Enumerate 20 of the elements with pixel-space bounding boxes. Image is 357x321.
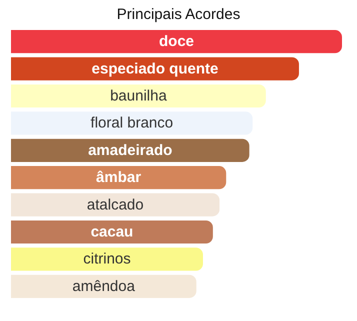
y-tick-label: citrinos (83, 250, 131, 268)
y-tick-label: especiado quente (92, 60, 218, 78)
bar (11, 57, 299, 80)
bar (11, 30, 342, 54)
bar (11, 84, 266, 108)
bar (11, 220, 213, 244)
y-tick-label: âmbar (96, 169, 142, 186)
bar (11, 166, 226, 190)
bar (11, 274, 196, 298)
y-tick-label: atalcado (86, 196, 144, 214)
y-tick-label: cacau (90, 224, 134, 240)
chart-title: Principais Acordes (116, 6, 240, 23)
y-tick-label: amêndoa (72, 278, 136, 295)
bar (11, 248, 203, 271)
bar (11, 193, 220, 216)
y-tick-label: doce (158, 33, 194, 50)
y-tick-label: floral branco (90, 114, 174, 132)
y-tick-label: amadeirado (88, 142, 172, 159)
y-tick-label: baunilha (110, 88, 168, 104)
bar (11, 138, 250, 162)
